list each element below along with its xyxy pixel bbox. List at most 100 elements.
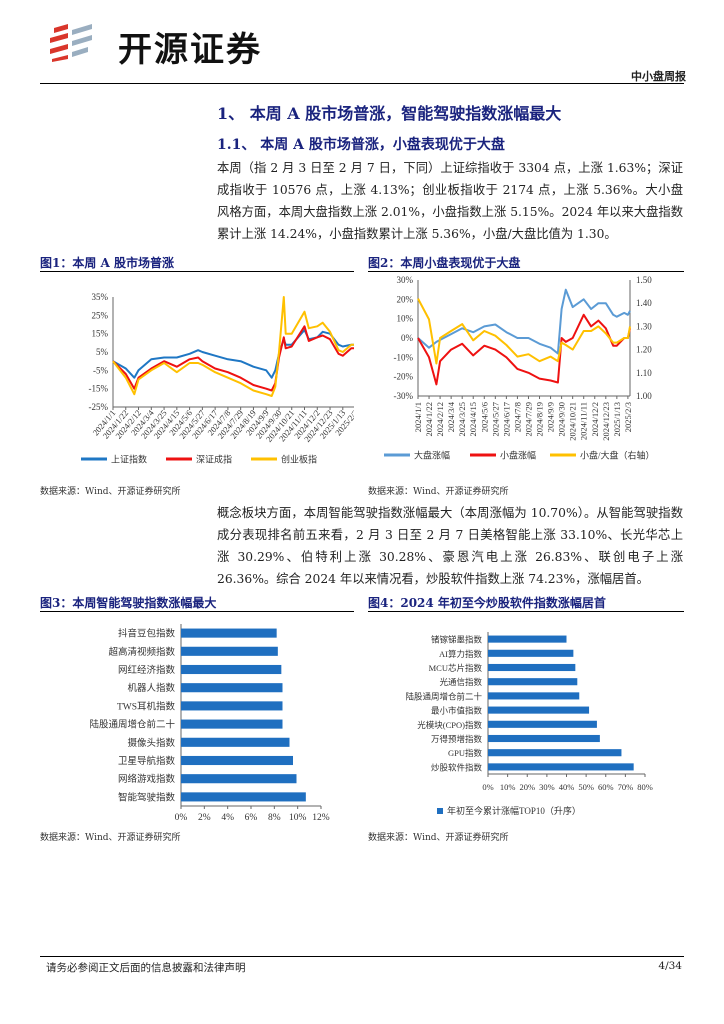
x-tick-label: 2024/6/17 — [501, 402, 511, 436]
legend-label: 上证指数 — [111, 454, 147, 465]
x-tick-label: 2024/12/2 — [590, 402, 600, 436]
bar — [488, 749, 622, 757]
x-tick-label: 2024/9/9 — [546, 402, 556, 432]
bar — [488, 720, 597, 728]
y-tick-label: 5% — [96, 347, 109, 357]
legend-label: 创业板指 — [281, 454, 317, 465]
bar — [488, 734, 600, 743]
fig4-chart: 0% 10% 20% 30% 40% 50% 60% 70% 80% 锗镓锑墨指数 AI算力指数 MC… — [405, 632, 653, 816]
x-tick-label: 0% — [175, 813, 188, 823]
y-tick-label: 15% — [92, 329, 109, 339]
category-label: 卫星导航指数 — [118, 755, 176, 767]
fig4-title: 图4：2024 年初至今炒股软件指数涨幅居首 — [368, 596, 606, 610]
x-tick-label: 2025/2/3 — [623, 402, 633, 432]
category-label: 万得预增指数 — [431, 734, 483, 744]
y-tick-label: 20% — [397, 294, 414, 304]
y-tick-label: 30% — [397, 275, 414, 285]
fig4-rule — [368, 611, 684, 612]
category-label: 炒股软件指数 — [431, 762, 483, 772]
footer-disclaimer: 请务必参阅正文后面的信息披露和法律声明 — [46, 962, 246, 974]
x-tick-label: 30% — [539, 782, 555, 792]
x-tick-label: 2025/1/13 — [612, 402, 622, 436]
fig1-source: 数据来源：Wind、开源证券研究所 — [40, 487, 181, 497]
y-tick-label: 35% — [92, 292, 109, 302]
legend-label: 深证成指 — [196, 454, 232, 465]
x-tick-label: 2% — [198, 813, 211, 823]
footer-rule — [40, 956, 684, 957]
y-tick-label: -10% — [394, 352, 414, 362]
x-tick-label: 2024/5/27 — [490, 402, 500, 436]
series-line-3 — [112, 296, 354, 397]
category-label: 光通信指数 — [439, 677, 482, 687]
bar — [181, 646, 278, 656]
y-tick-label: 10% — [397, 314, 414, 324]
category-label: 陆股通周增仓前二十 — [405, 691, 482, 701]
page-number: 4/34 — [658, 960, 682, 972]
series-line-2 — [112, 325, 354, 392]
x-tick-label: 4% — [221, 813, 234, 823]
bar — [181, 792, 306, 802]
x-tick-label: 2024/12/23 — [601, 402, 611, 441]
x-tick-label: 20% — [519, 782, 535, 792]
fig2-source: 数据来源：Wind、开源证券研究所 — [368, 487, 509, 497]
fig2-title: 图2：本周小盘表现优于大盘 — [368, 256, 521, 270]
bar — [488, 692, 580, 700]
subsection-heading: 1.1、 本周 A 股市场普涨，小盘表现优于大盘 — [217, 137, 505, 153]
report-type: 中小盘周报 — [631, 70, 686, 83]
x-tick-label: 12% — [312, 813, 330, 823]
x-tick-label: 6% — [245, 813, 258, 823]
x-tick-label: 8% — [268, 813, 281, 823]
category-label: AI算力指数 — [439, 649, 482, 659]
x-tick-label: 2024/7/8 — [512, 402, 522, 432]
category-label: 陆股通周增仓前二十 — [89, 719, 175, 731]
fig4-source: 数据来源：Wind、开源证券研究所 — [368, 833, 509, 843]
bar — [181, 701, 283, 711]
category-label: 机器人指数 — [127, 682, 175, 694]
legend-label: 小盘涨幅 — [500, 450, 536, 461]
legend-label: 大盘涨幅 — [414, 450, 450, 461]
legend-swatch — [437, 808, 443, 814]
y-tick-label: 0% — [401, 333, 414, 343]
y-tick-label: -20% — [394, 372, 414, 382]
bar — [488, 678, 578, 686]
x-tick-label: 2024/1/1 — [413, 402, 423, 432]
y2-tick-label: 1.30 — [636, 321, 652, 331]
category-label: 智能驾驶指数 — [118, 791, 176, 803]
x-tick-label: 2024/9/30 — [557, 402, 567, 436]
series-line-2 — [417, 313, 631, 386]
fig3-rule — [40, 611, 354, 612]
x-tick-label: 2024/7/29 — [523, 402, 533, 436]
y-tick-label: -5% — [93, 365, 108, 375]
x-tick-label: 2024/1/22 — [424, 402, 434, 436]
legend-label: 小盘/大盘（右轴） — [580, 450, 655, 461]
x-tick-label: 80% — [637, 782, 653, 792]
y2-tick-label: 1.50 — [636, 275, 652, 285]
y2-tick-label: 1.20 — [636, 345, 652, 355]
category-label: 摄像头指数 — [127, 737, 175, 749]
bar — [488, 663, 576, 672]
series-line-1 — [417, 288, 631, 355]
y2-tick-label: 1.10 — [636, 368, 652, 378]
y-tick-label: 25% — [92, 310, 109, 320]
bar — [181, 755, 293, 766]
x-tick-label: 60% — [598, 782, 614, 792]
bar — [181, 719, 283, 729]
bar — [181, 737, 290, 747]
category-label: MCU芯片指数 — [429, 663, 483, 673]
x-tick-label: 2024/5/6 — [479, 402, 489, 432]
x-tick-label: 40% — [559, 782, 575, 792]
bar — [181, 664, 282, 675]
x-tick-label: 2024/3/4 — [446, 401, 456, 432]
bar — [488, 763, 634, 771]
y-tick-label: -25% — [89, 402, 109, 412]
bar — [488, 706, 590, 714]
bar — [488, 649, 574, 657]
fig1-chart: 35%25%15%5%-5%-15%-25%2024/1/12024/1/222… — [81, 292, 354, 465]
x-tick-label: 2024/2/12 — [435, 402, 445, 436]
y2-tick-label: 1.00 — [636, 391, 652, 401]
x-tick-label: 50% — [578, 782, 594, 792]
fig1-rule — [40, 271, 354, 272]
fig3-chart: 0% 2% 4% 6% 8% 10% 12% 抖音豆包指数超高清视频指数网红经济指数机器人指数… — [89, 624, 330, 823]
bar — [181, 683, 283, 693]
